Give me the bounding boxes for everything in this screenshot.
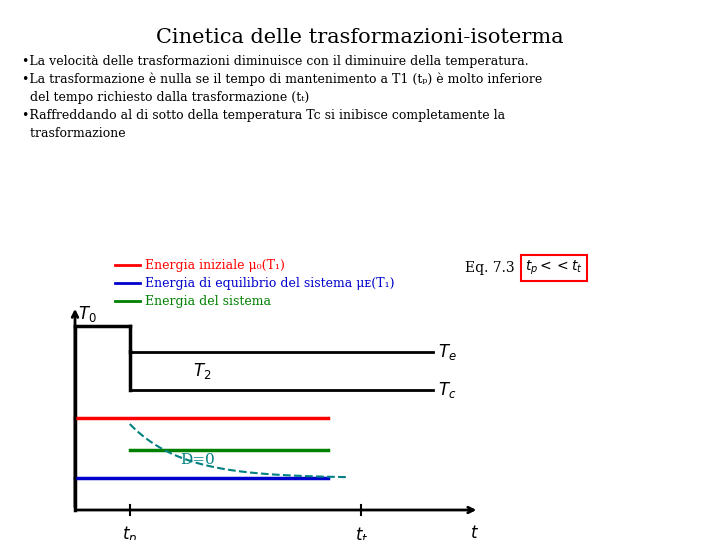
Text: $t_t$: $t_t$ (354, 525, 368, 540)
Text: trasformazione: trasformazione (22, 127, 125, 140)
Text: $t_p$: $t_p$ (122, 525, 138, 540)
Text: D=0: D=0 (180, 453, 215, 467)
Text: Cinetica delle trasformazioni-isoterma: Cinetica delle trasformazioni-isoterma (156, 28, 564, 47)
Text: Energia del sistema: Energia del sistema (145, 294, 271, 307)
Text: $T_e$: $T_e$ (438, 342, 456, 362)
Text: Eq. 7.3: Eq. 7.3 (465, 261, 515, 275)
Text: •La velocità delle trasformazioni diminuisce con il diminuire della temperatura.: •La velocità delle trasformazioni diminu… (22, 55, 528, 68)
Text: Energia di equilibrio del sistema μᴇ(T₁): Energia di equilibrio del sistema μᴇ(T₁) (145, 276, 395, 289)
Text: Energia iniziale μ₀(T₁): Energia iniziale μ₀(T₁) (145, 259, 285, 272)
Text: $T_0$: $T_0$ (78, 304, 96, 324)
Text: $t$: $t$ (470, 525, 480, 540)
Text: $t_p << t_t$: $t_p << t_t$ (525, 259, 582, 277)
Text: del tempo richiesto dalla trasformazione (tₜ): del tempo richiesto dalla trasformazione… (22, 91, 310, 104)
Text: $T_c$: $T_c$ (438, 380, 456, 400)
Text: $T_2$: $T_2$ (193, 361, 211, 381)
Text: •Raffreddando al di sotto della temperatura Tc si inibisce completamente la: •Raffreddando al di sotto della temperat… (22, 109, 505, 122)
Text: •La trasformazione è nulla se il tempo di mantenimento a T1 (tₚ) è molto inferio: •La trasformazione è nulla se il tempo d… (22, 73, 542, 86)
